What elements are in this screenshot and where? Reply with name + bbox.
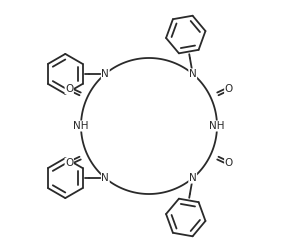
Text: N: N xyxy=(101,69,109,79)
Text: O: O xyxy=(225,158,233,168)
Text: N: N xyxy=(189,173,197,183)
Text: O: O xyxy=(225,84,233,94)
Text: N: N xyxy=(189,69,197,79)
Text: NH: NH xyxy=(209,121,225,131)
Text: O: O xyxy=(65,158,73,168)
Text: O: O xyxy=(65,84,73,94)
Text: NH: NH xyxy=(73,121,89,131)
Text: N: N xyxy=(101,173,109,183)
